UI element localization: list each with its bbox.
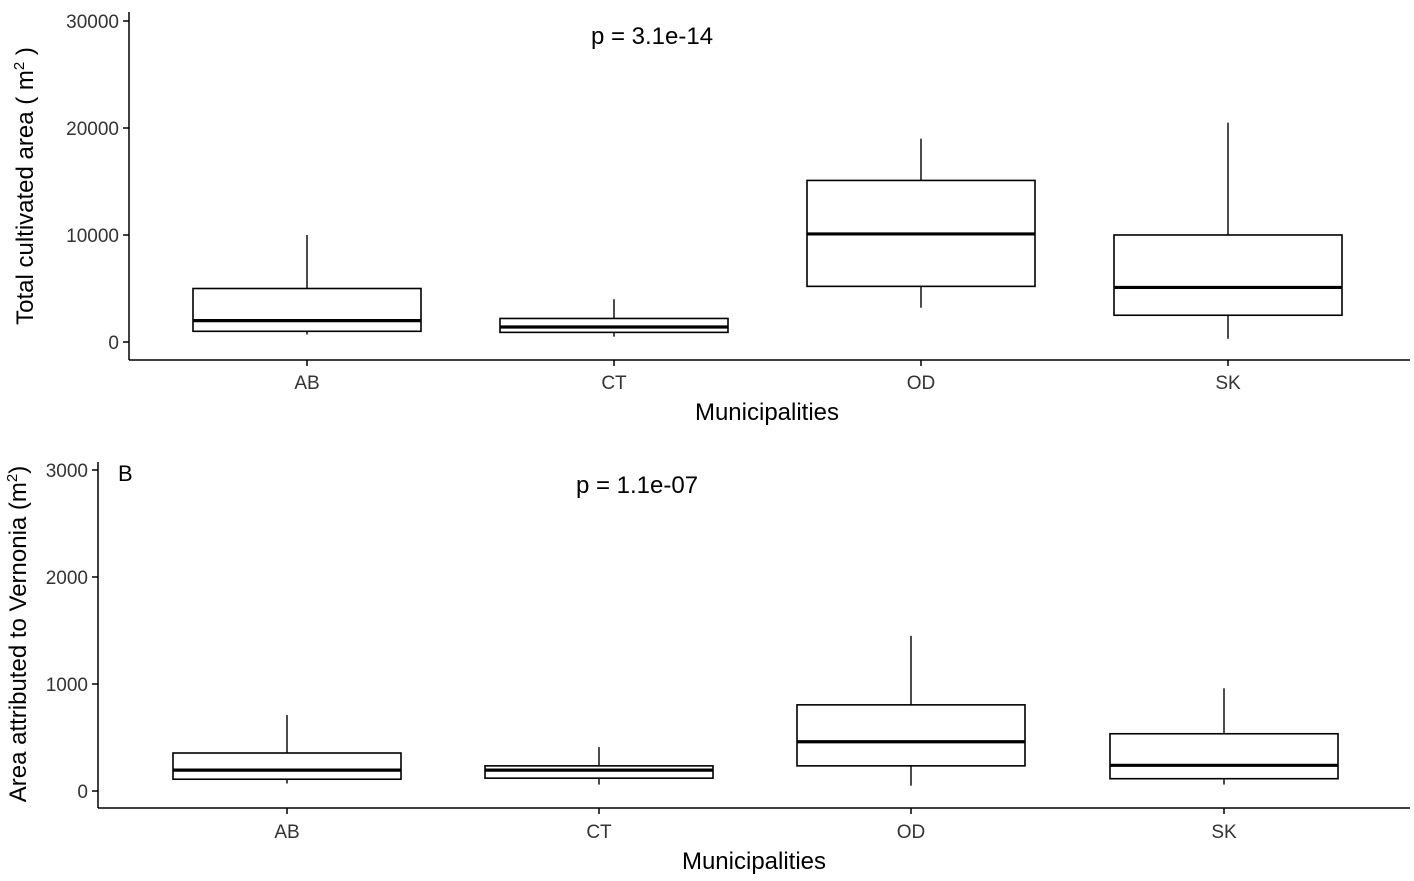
p-value-annotation: p = 1.1e-07 <box>576 472 698 499</box>
x-tick-label: OD <box>907 373 936 394</box>
box-sk <box>1109 732 1339 780</box>
panel-a-marks: 0 10000 20000 30000 AB CT OD SK <box>66 12 1343 394</box>
box-ab <box>192 287 422 333</box>
y-tick-label: 0 <box>77 782 88 803</box>
panel-a: p = 3.1e-14 Municipalities Total cultiva… <box>11 12 1410 426</box>
x-axis-title: Municipalities <box>695 399 839 426</box>
y-axis-title: Area attributed to Vernonia (m2) <box>4 466 32 803</box>
box-od <box>796 704 1026 767</box>
y-axis-title-main: Area attributed to Vernonia (m <box>5 482 32 802</box>
y-axis-title-tail: ) <box>12 47 39 62</box>
x-tick-label: SK <box>1215 373 1241 394</box>
y-tick-label: 20000 <box>66 119 119 140</box>
y-axis-title-superscript: 2 <box>11 62 28 70</box>
box-ct <box>484 765 714 779</box>
box-sk <box>1113 234 1343 317</box>
y-tick-label: 30000 <box>66 12 119 33</box>
panel-b: B p = 1.1e-07 Municipalities Area attrib… <box>4 461 1410 875</box>
p-value-annotation: p = 3.1e-14 <box>591 23 713 50</box>
y-tick-label: 2000 <box>46 568 88 589</box>
x-tick-label: SK <box>1211 822 1237 843</box>
x-tick-label: OD <box>897 822 926 843</box>
y-axis-title: Total cultivated area ( m2 ) <box>11 47 39 325</box>
x-tick-label: CT <box>601 373 627 394</box>
panel-b-marks: 0 1000 2000 3000 AB CT OD SK <box>46 461 1339 843</box>
x-tick-label: AB <box>274 822 299 843</box>
x-axis-title: Municipalities <box>682 848 826 875</box>
y-axis-title-main: Total cultivated area ( m <box>12 70 39 325</box>
y-tick-label: 1000 <box>46 675 88 696</box>
box-ab <box>172 752 402 781</box>
panel-label: B <box>118 461 133 486</box>
y-axis-title-tail: ) <box>5 466 32 474</box>
x-tick-label: CT <box>586 822 612 843</box>
y-tick-label: 10000 <box>66 226 119 247</box>
y-axis-title-superscript: 2 <box>4 474 21 482</box>
y-tick-label: 3000 <box>46 461 88 482</box>
x-tick-label: AB <box>294 373 319 394</box>
y-tick-label: 0 <box>108 333 119 354</box>
box-ct <box>499 317 729 334</box>
